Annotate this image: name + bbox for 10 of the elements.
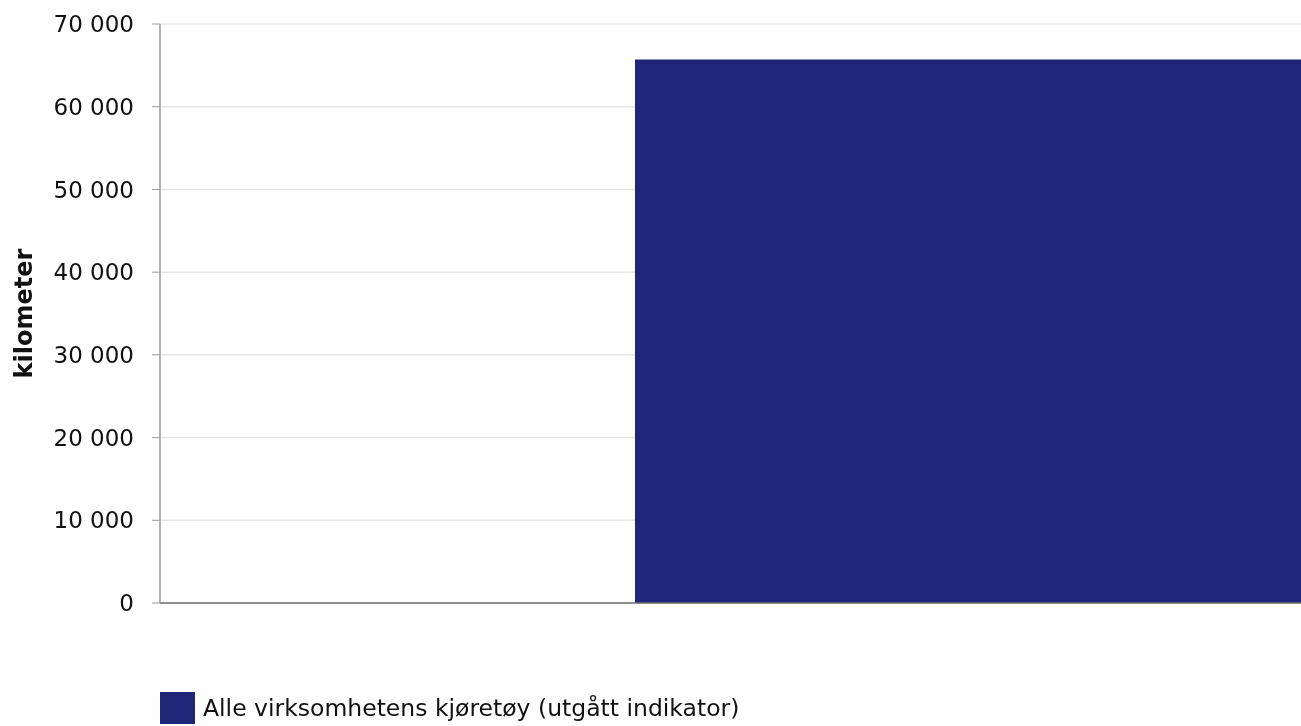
y-tick-label: 10 000 (53, 507, 134, 534)
y-tick-label: 20 000 (53, 424, 134, 451)
y-tick-label: 60 000 (53, 93, 134, 120)
y-tick-label: 0 (119, 590, 134, 617)
y-tick-label: 70 000 (53, 11, 134, 38)
y-tick-label: 40 000 (53, 259, 134, 286)
y-axis-title: kilometer (10, 248, 38, 379)
y-tick-label: 30 000 (53, 342, 134, 369)
y-tick-label: 50 000 (53, 176, 134, 203)
legend-label: Alle virksomhetens kjøretøy (utgått indikator) (203, 694, 740, 722)
